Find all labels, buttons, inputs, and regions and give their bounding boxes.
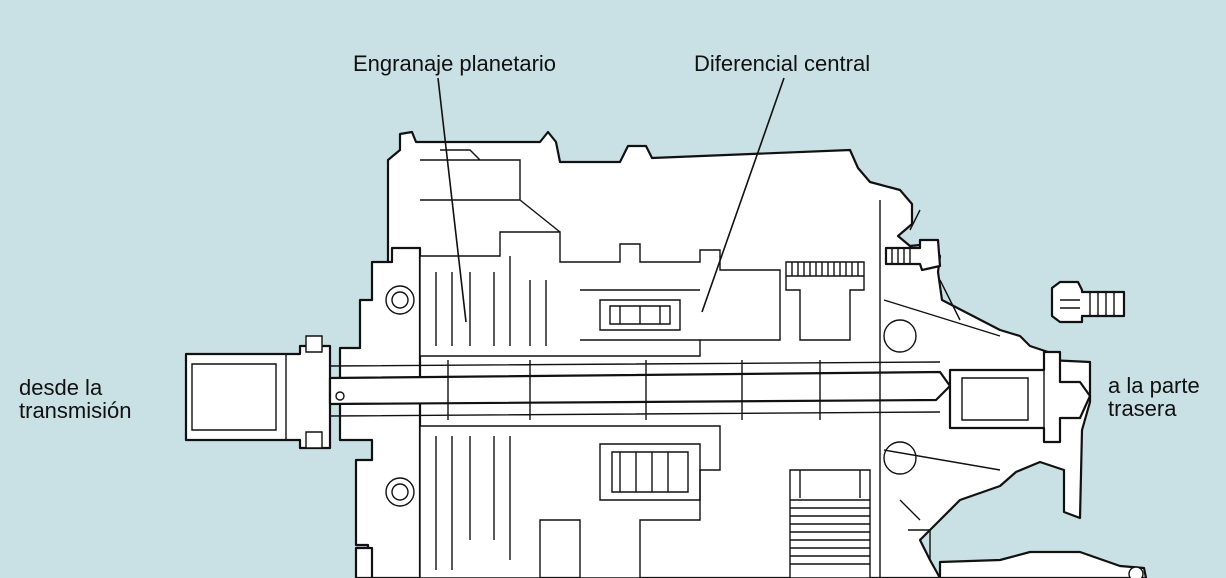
- clutch-drum-upper: [785, 261, 865, 341]
- from-transmission-line1: desde la: [19, 375, 103, 400]
- rear-bolt-threads: [1060, 292, 1115, 316]
- top-cover-detail: [420, 149, 561, 233]
- planetary-upper-detail: [435, 256, 700, 346]
- to-rear-line1: a la parte: [1108, 373, 1200, 398]
- to-rear-line2: trasera: [1108, 396, 1177, 421]
- to-rear-label: a la parte trasera: [1108, 374, 1200, 420]
- center-differential-label: Diferencial central: [694, 51, 871, 76]
- rear-bolt: [1050, 280, 1126, 324]
- link-arm-pivot: [1128, 566, 1144, 578]
- front-lower-bolt: [354, 546, 374, 578]
- planetary-lower-assembly: [419, 425, 721, 578]
- shaft-hole: [335, 391, 345, 401]
- bearings: [385, 285, 917, 507]
- planetary-lower-detail: [435, 436, 701, 570]
- top-bolt-threads: [891, 248, 911, 264]
- from-transmission-line2: transmisión: [19, 398, 132, 423]
- shaft-lines: [329, 360, 941, 420]
- main-shaft: [328, 370, 952, 406]
- center-differential-leader: [701, 77, 785, 313]
- planetary-gear-label: Engranaje planetario: [353, 51, 557, 76]
- planetary-gear-leader: [437, 77, 467, 323]
- lower-link-arm: [938, 550, 1148, 578]
- input-shaft-inner: [191, 354, 287, 440]
- input-shaft-housing: [184, 344, 332, 450]
- input-shaft-seal: [305, 335, 323, 449]
- rear-flange-inner: [961, 370, 1045, 428]
- clutch-pack-lower-lines: [790, 470, 870, 565]
- clutch-drum-upper-teeth: [786, 262, 864, 277]
- from-transmission-label: desde la transmisión: [19, 376, 131, 422]
- rear-housing-detail: [879, 200, 1001, 578]
